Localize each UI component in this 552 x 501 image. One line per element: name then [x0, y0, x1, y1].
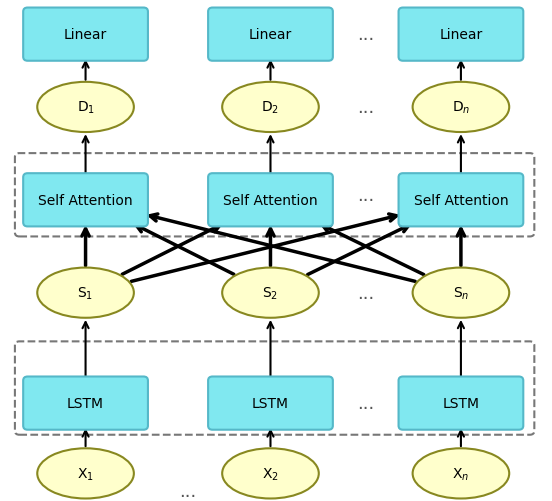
Text: ...: ... [357, 394, 375, 412]
FancyBboxPatch shape [399, 174, 523, 227]
Text: D$_1$: D$_1$ [77, 100, 94, 116]
Text: ...: ... [357, 284, 375, 302]
Text: S$_1$: S$_1$ [77, 285, 94, 301]
Text: Linear: Linear [249, 28, 292, 42]
Text: X$_n$: X$_n$ [452, 465, 470, 481]
Ellipse shape [38, 268, 134, 318]
Ellipse shape [412, 268, 509, 318]
Text: Self Attention: Self Attention [413, 193, 508, 207]
FancyBboxPatch shape [208, 9, 333, 62]
Text: X$_1$: X$_1$ [77, 465, 94, 481]
Text: Self Attention: Self Attention [223, 193, 318, 207]
Ellipse shape [222, 448, 319, 498]
Ellipse shape [222, 268, 319, 318]
FancyBboxPatch shape [23, 174, 148, 227]
FancyBboxPatch shape [23, 9, 148, 62]
Text: ...: ... [357, 186, 375, 204]
Text: S$_2$: S$_2$ [262, 285, 279, 301]
Ellipse shape [38, 83, 134, 133]
FancyBboxPatch shape [208, 377, 333, 430]
FancyBboxPatch shape [399, 377, 523, 430]
Text: ...: ... [179, 482, 197, 500]
Text: Linear: Linear [439, 28, 482, 42]
FancyBboxPatch shape [208, 174, 333, 227]
Ellipse shape [38, 448, 134, 498]
Text: Linear: Linear [64, 28, 107, 42]
Ellipse shape [412, 448, 509, 498]
FancyBboxPatch shape [23, 377, 148, 430]
FancyBboxPatch shape [399, 9, 523, 62]
Ellipse shape [412, 83, 509, 133]
Text: LSTM: LSTM [442, 396, 480, 410]
Text: D$_n$: D$_n$ [452, 100, 470, 116]
Text: ...: ... [357, 26, 375, 44]
Text: LSTM: LSTM [67, 396, 104, 410]
Ellipse shape [222, 83, 319, 133]
Text: Self Attention: Self Attention [38, 193, 133, 207]
Text: LSTM: LSTM [252, 396, 289, 410]
Text: ...: ... [357, 99, 375, 117]
Text: X$_2$: X$_2$ [262, 465, 279, 481]
Text: D$_2$: D$_2$ [262, 100, 279, 116]
Text: S$_n$: S$_n$ [453, 285, 469, 301]
